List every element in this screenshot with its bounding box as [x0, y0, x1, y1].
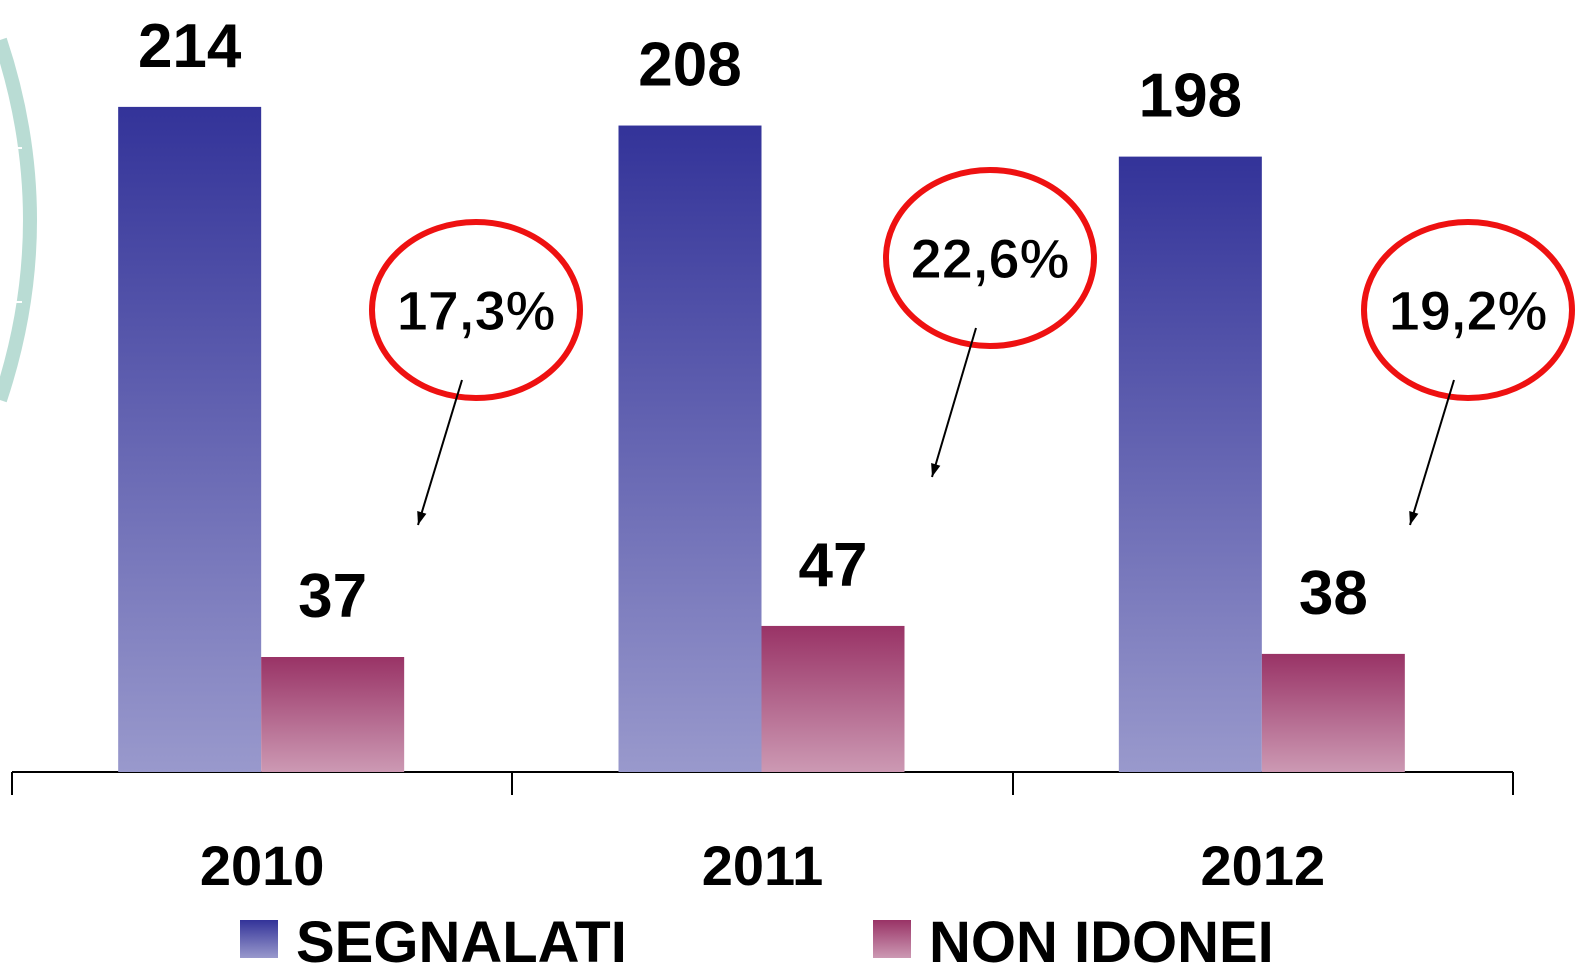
arrow-head: [931, 463, 940, 477]
bar: [762, 626, 905, 772]
legend-label: NON IDONEI: [929, 910, 1274, 974]
bar: [1262, 654, 1405, 772]
value-label: 37: [298, 562, 367, 631]
x-tick-label: 2011: [702, 834, 824, 897]
legend-label: SEGNALATI: [296, 910, 627, 974]
annotation-arrow: [418, 380, 462, 525]
arrow-head: [1409, 511, 1418, 525]
decoration: [0, 40, 30, 400]
value-label: 38: [1299, 559, 1368, 628]
annotation: 22,6%: [911, 227, 1070, 290]
legend-swatch: [873, 920, 911, 958]
value-label: 208: [638, 31, 741, 100]
annotation-arrow: [1410, 380, 1454, 525]
x-tick-label: 2010: [200, 834, 325, 897]
bar: [1119, 157, 1262, 772]
x-tick-label: 2012: [1201, 834, 1326, 897]
arrow-head: [417, 511, 426, 525]
value-label: 214: [138, 12, 242, 81]
annotation: 19,2%: [1389, 279, 1548, 342]
annotation-arrow: [932, 328, 976, 477]
x-axis: [12, 772, 1513, 795]
bar: [118, 107, 261, 772]
value-label: 47: [799, 531, 868, 600]
bar: [619, 126, 762, 772]
annotation: 17,3%: [397, 279, 556, 342]
chart: 2010 214 37 2011 208 47 2012 198 38 17,3% 22,6% 19,…: [0, 0, 1586, 974]
legend-swatch: [240, 920, 278, 958]
bar: [261, 657, 404, 772]
value-label: 198: [1139, 62, 1242, 131]
